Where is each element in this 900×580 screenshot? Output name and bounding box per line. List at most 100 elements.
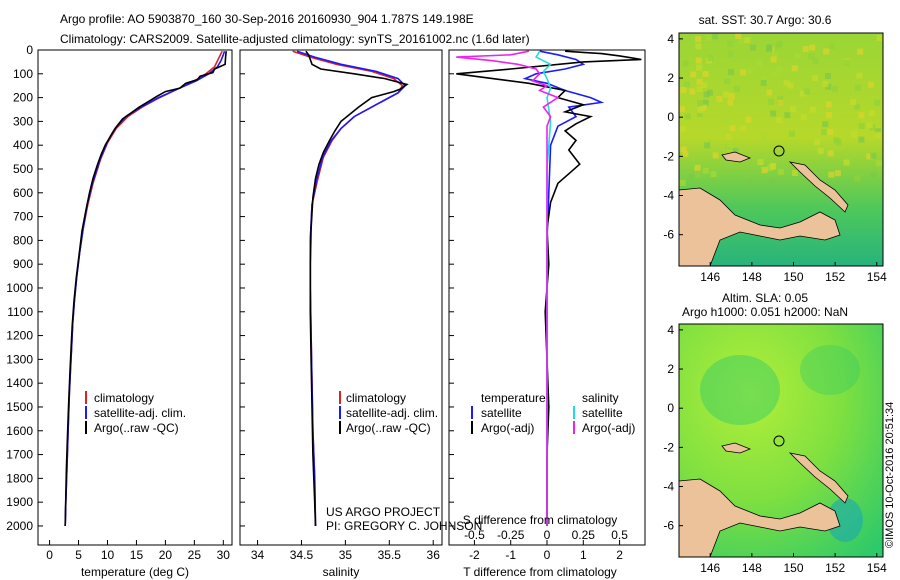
sst-cell	[695, 36, 702, 43]
series-line-climatology	[64, 50, 223, 527]
sst-cell	[724, 78, 731, 85]
new-britain-island	[788, 161, 849, 213]
sst-cell	[728, 93, 735, 100]
series-line-t-argo-adj	[456, 50, 642, 526]
map-y-tick-label: 0	[667, 110, 674, 124]
x-tick-label: 25	[188, 548, 202, 562]
legend-title-salinity: salinity	[582, 391, 619, 405]
map-x-tick-label: 150	[783, 270, 803, 284]
x-tick-label: 0	[46, 548, 53, 562]
sst-cell	[817, 147, 824, 154]
sla-map-title-2: Argo h1000: 0.051 h2000: NaN	[682, 305, 848, 319]
y-tick-label: 800	[13, 233, 33, 247]
sst-cell	[723, 91, 730, 98]
legend-label: satellite	[481, 406, 522, 420]
sst-cell	[823, 48, 830, 55]
sst-cell	[771, 51, 778, 58]
x2-tick-label: 0.5	[611, 528, 628, 542]
sst-cell	[866, 153, 873, 160]
x-tick-label: 10	[101, 548, 115, 562]
sst-cell	[827, 150, 834, 157]
sst-cell	[870, 172, 877, 178]
legend-label: satellite-adj. clim.	[94, 406, 186, 420]
sst-cell	[856, 72, 863, 79]
legend-label: Argo(..raw -QC)	[94, 421, 179, 435]
sst-cell	[775, 42, 782, 49]
sst-cell	[712, 152, 719, 159]
y-tick-label: 600	[13, 186, 33, 200]
sst-cell	[791, 170, 798, 176]
sst-cell	[854, 84, 861, 91]
sst-cell	[787, 82, 794, 89]
sst-cell	[828, 43, 835, 49]
y-tick-label: 1200	[6, 329, 33, 343]
sst-cell	[728, 69, 735, 76]
sst-cell	[697, 100, 704, 107]
temperature-legend: climatology satellite-adj. clim. Argo(..…	[85, 391, 186, 435]
y-tick-label: 0	[26, 43, 33, 57]
sst-cell	[766, 44, 773, 51]
salinity-lines	[292, 50, 409, 527]
sst-cell	[857, 48, 864, 55]
sst-cell	[707, 55, 714, 62]
sst-cell	[768, 98, 775, 105]
sst-cell	[695, 57, 702, 64]
island	[721, 442, 752, 454]
sst-cell	[854, 175, 861, 182]
sst-cell	[770, 162, 777, 169]
sst-cell	[800, 114, 807, 121]
map-y-tick-label: 4	[667, 323, 674, 337]
sst-cell	[696, 64, 703, 71]
sst-cell	[682, 60, 689, 67]
difference-x-axis: -2 -1 0 1 2 -0.5 -0.25 0 0.25 0.5	[464, 528, 628, 562]
sst-cell	[690, 71, 697, 78]
sst-cell	[697, 107, 704, 114]
sst-cell	[813, 58, 819, 65]
sst-cell	[709, 139, 716, 146]
sst-cell	[761, 167, 768, 174]
temperature-xlabel: temperature (deg C)	[81, 565, 189, 579]
sst-cell	[707, 89, 713, 96]
y-tick-label: 1100	[7, 305, 33, 319]
sst-cell	[766, 89, 772, 96]
sst-cell	[696, 110, 703, 117]
map-y-tick-label: 2	[667, 71, 674, 85]
sst-cell	[702, 99, 709, 106]
sst-cell	[790, 106, 796, 113]
sst-cell	[723, 117, 730, 124]
sst-cell	[727, 51, 734, 58]
temperature-lines	[64, 50, 227, 527]
y-tick-label: 100	[13, 67, 33, 81]
sst-cell	[822, 121, 829, 128]
sst-cell	[702, 71, 709, 77]
series-line-satellite-adj-clim	[64, 50, 226, 527]
sst-cell	[727, 99, 734, 106]
sst-cell	[739, 37, 746, 44]
map-y-tick-label: -6	[663, 228, 674, 242]
y-tick-label: 2000	[6, 519, 33, 533]
y-tick-label: 500	[13, 162, 33, 176]
sst-cell	[747, 67, 754, 74]
sst-cell	[814, 139, 820, 146]
sst-cell	[858, 136, 865, 143]
difference-legend: temperature satellite Argo(-adj) salinit…	[471, 391, 635, 435]
sst-cell	[740, 69, 747, 76]
x-tick-label: 34	[251, 548, 265, 562]
sst-cell	[702, 167, 709, 174]
sst-cell	[701, 82, 708, 89]
sst-cell	[683, 81, 690, 88]
y-tick-label: 1900	[6, 495, 33, 509]
map-x-tick-label: 154	[867, 270, 887, 284]
sst-cell	[769, 178, 776, 185]
sla-low-anomaly	[800, 345, 860, 395]
difference-x2label: S difference from climatology	[463, 513, 618, 527]
x2-tick-label: -0.25	[497, 528, 525, 542]
sst-cell	[870, 152, 877, 159]
sst-cell	[679, 125, 686, 132]
sst-cell	[777, 99, 784, 106]
x-tick-label: 36	[427, 548, 441, 562]
sst-cell	[761, 90, 767, 97]
sst-cell	[729, 125, 736, 132]
x-tick-label: -2	[469, 548, 480, 562]
sst-cell	[874, 99, 881, 106]
